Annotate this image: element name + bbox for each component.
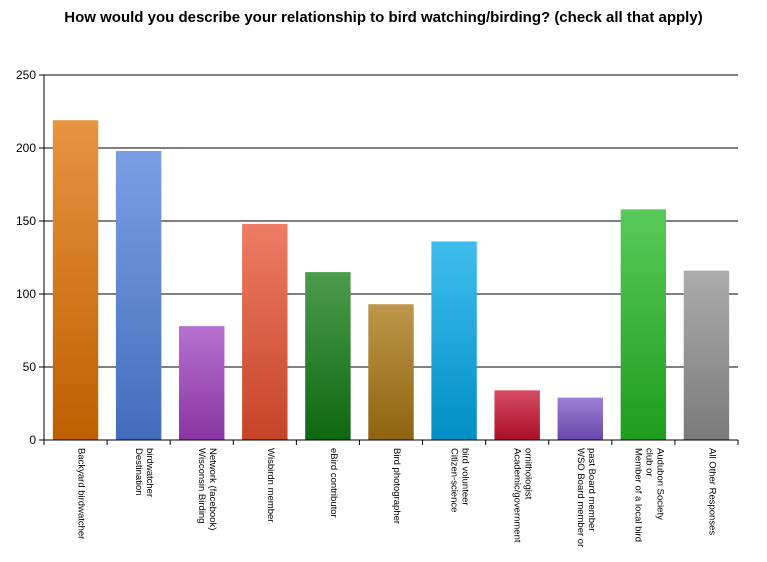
category-label: Wisconsin BirdingNetwork (facebook) [196, 448, 218, 530]
bar [179, 326, 225, 440]
category-label-line: eBird contributor [328, 448, 339, 518]
category-label: eBird contributor [328, 448, 339, 518]
category-label-line: Destination [133, 448, 144, 496]
bar [494, 390, 540, 440]
category-label-line: past Board member [586, 448, 597, 531]
chart-title: How would you describe your relationship… [64, 9, 703, 26]
bar [368, 304, 414, 440]
category-label: All Other Responses [706, 448, 717, 535]
category-label-line: club or [643, 448, 654, 477]
y-tick-label: 0 [29, 433, 36, 447]
category-label: Bird photographer [391, 448, 402, 524]
category-label: Academic/governmentornithologist [512, 448, 534, 543]
category-label-line: Wisbirdn member [265, 448, 276, 522]
y-tick-label: 200 [16, 141, 36, 155]
bar [115, 150, 162, 441]
category-label: Wisbirdn member [265, 448, 276, 522]
category-label-line: Audubon Society [654, 448, 665, 520]
category-label-line: WSO Board member or [575, 448, 586, 547]
y-tick-label: 250 [16, 68, 36, 82]
category-label: Backyard birdwatcher [76, 448, 87, 539]
category-label-line: Academic/government [512, 448, 523, 543]
category-label-line: bird volunteer [460, 448, 471, 506]
category-label: WSO Board member orpast Board member [575, 448, 597, 547]
bar [305, 272, 351, 440]
category-label-line: Wisconsin Birding [196, 448, 207, 524]
bar [620, 209, 667, 440]
category-label-line: ornithologist [523, 448, 534, 500]
bar [52, 120, 99, 440]
category-label-line: Network (facebook) [207, 448, 218, 530]
y-tick-label: 50 [23, 360, 37, 374]
category-label-line: Backyard birdwatcher [76, 448, 87, 539]
y-tick-label: 100 [16, 287, 36, 301]
category-label-line: Member of a local bird [632, 448, 643, 542]
category-label-line: All Other Responses [706, 448, 717, 535]
category-label-line: Citizen-science [449, 448, 460, 512]
y-tick-label: 150 [16, 214, 36, 228]
category-label: Member of a local birdclub orAudubon Soc… [632, 448, 665, 542]
bar [431, 241, 477, 440]
category-label: Citizen-sciencebird volunteer [449, 448, 471, 512]
category-label-line: Bird photographer [391, 448, 402, 524]
category-label: Destinationbirdwatcher [133, 448, 155, 497]
bar [683, 270, 730, 440]
category-label-line: birdwatcher [144, 448, 155, 497]
bar [242, 223, 288, 440]
bar [557, 397, 603, 440]
